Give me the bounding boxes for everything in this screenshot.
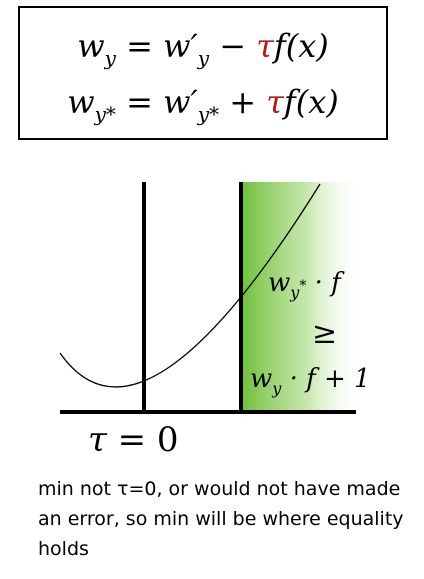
top-sup: * <box>299 278 307 294</box>
region-label-bottom: wy · f + 1 <box>250 364 371 398</box>
equation-box: wy = w′y − τf(x) wy* = w′y* + τf(x) <box>18 6 388 140</box>
tau-equals-zero: = 0 <box>106 420 179 460</box>
eq1-tau: τ <box>256 27 274 65</box>
eq1-rhs-sub: y <box>197 46 210 70</box>
bottom-base: w <box>250 364 273 394</box>
eq1-lhs-sub: y <box>104 46 116 70</box>
eq2-equals: = <box>126 83 153 121</box>
eq2-term: f(x) <box>283 83 339 121</box>
diagram-graphic <box>59 182 363 414</box>
feasible-region-shade <box>241 182 363 412</box>
tau-zero-label: τ = 0 <box>88 420 179 460</box>
eq2-lhs: w <box>67 83 95 121</box>
eq1-rhs: w′ <box>163 27 198 65</box>
top-sub: y <box>290 283 300 302</box>
eq2-tau: τ <box>266 83 284 121</box>
eq2-rhs-sub: y <box>197 102 210 126</box>
bottom-sub: y <box>272 379 282 398</box>
caption-text: min not τ=0, or would not have made an e… <box>38 478 404 560</box>
region-label-inequality: ≥ <box>312 316 338 351</box>
equation-line-2: wy* = w′y* + τf(x) <box>20 86 386 124</box>
eq2-lhs-sup: * <box>105 102 116 126</box>
top-base: w <box>268 268 291 298</box>
parabola-curve <box>59 183 321 388</box>
equation-line-1: wy = w′y − τf(x) <box>20 30 386 68</box>
eq2-rhs-sup: * <box>209 102 220 126</box>
region-label-top: wy* · f <box>268 268 341 302</box>
eq2-rhs-subsup: y* <box>198 102 219 126</box>
eq1-term: f(x) <box>273 27 329 65</box>
eq2-lhs-sub: y <box>94 102 106 126</box>
eq2-operator: + <box>229 83 257 121</box>
bottom-rest: · f + 1 <box>281 364 371 394</box>
top-subsup: y* <box>290 278 306 302</box>
eq2-rhs: w′ <box>163 83 198 121</box>
eq2-lhs-subsup: y* <box>95 102 116 126</box>
tau-symbol: τ <box>88 420 107 460</box>
eq1-lhs: w <box>77 27 105 65</box>
eq1-equals: = <box>126 27 153 65</box>
eq1-operator: − <box>219 27 247 65</box>
top-rest: · f <box>306 268 341 298</box>
